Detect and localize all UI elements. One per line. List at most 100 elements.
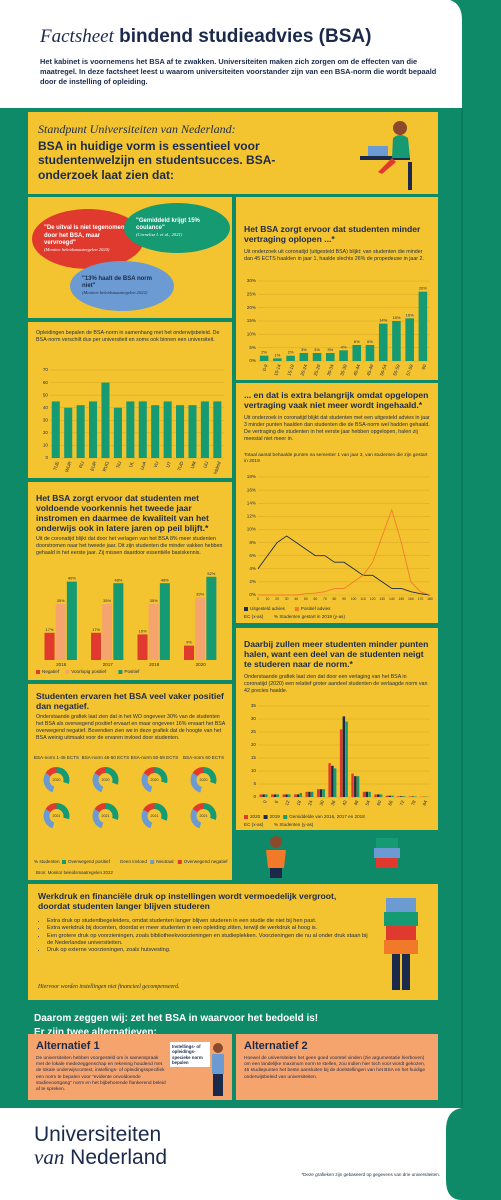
x-tick-label: 24 xyxy=(307,799,314,806)
x-tick-label: 2020 xyxy=(196,662,207,667)
voorkennis-panel: Het BSA zorgt ervoor dat studenten met v… xyxy=(28,482,232,680)
bar xyxy=(418,291,428,361)
bar xyxy=(322,789,325,797)
bar xyxy=(64,407,73,458)
legend-label: Geen invloed xyxy=(120,859,148,864)
bar xyxy=(331,765,334,797)
x-tick-label: 2018 xyxy=(149,662,160,667)
line-series xyxy=(257,535,431,596)
werkdruk-panel: Werkdruk en financiële druk op instellin… xyxy=(28,884,438,1000)
bar xyxy=(352,345,362,361)
bar xyxy=(339,350,348,361)
legend-swatch xyxy=(283,815,288,819)
value-label: 16% xyxy=(406,312,414,317)
footnote: *Deze grafieken zijn gebaseerd op gegeve… xyxy=(301,1172,440,1177)
x-tick-label: 78 xyxy=(410,799,417,806)
bar xyxy=(276,794,280,797)
y-tick-label: 8% xyxy=(249,540,256,545)
value-label: 4% xyxy=(341,344,347,349)
legend-label: Neutraal xyxy=(156,859,173,864)
bar xyxy=(151,405,160,458)
bar xyxy=(273,358,282,361)
y-tick-label: 35 xyxy=(251,703,257,708)
bar xyxy=(326,353,335,361)
donut-center-label: 2020 xyxy=(102,778,110,782)
value-label: 48% xyxy=(161,577,169,582)
y-tick-label: 6% xyxy=(249,553,256,558)
bar xyxy=(296,794,300,797)
y-tick-label: 40 xyxy=(43,405,49,410)
y-tick-label: 12% xyxy=(247,514,256,519)
axis-label: % Studenten gestart in 2019 (y-as) xyxy=(274,614,345,619)
donut-center-label: 2021 xyxy=(102,814,110,818)
y-tick-label: 18% xyxy=(247,474,256,479)
x-tick-label: 30 xyxy=(319,799,326,806)
side-strip xyxy=(446,0,501,1200)
bar xyxy=(345,721,348,797)
y-tick-label: 25% xyxy=(247,292,256,297)
bar xyxy=(354,776,357,797)
value-label: 6% xyxy=(367,339,373,344)
bar xyxy=(365,791,369,797)
x-tick-label: 80 xyxy=(333,597,337,601)
donut-segment xyxy=(94,803,106,813)
x-tick-label: 84 xyxy=(422,799,429,806)
standpunt-panel: Standpunt Universiteiten van Nederland: … xyxy=(28,112,438,194)
paragraph: Opleidingen bepalen de BSA-norm in samen… xyxy=(36,330,220,343)
value-label: 35% xyxy=(150,598,158,603)
x-tick-label: UL xyxy=(128,460,135,468)
y-tick-label: 25 xyxy=(251,729,257,734)
legend-swatch xyxy=(62,860,66,864)
legend-label: Negatief xyxy=(42,669,60,674)
donut-segment xyxy=(203,803,217,821)
legend-label: Uitgesteld advies xyxy=(250,606,286,611)
bar xyxy=(339,729,343,797)
bar xyxy=(397,796,400,797)
donut-segment xyxy=(143,767,155,777)
legend-label: 2019 xyxy=(270,814,281,819)
value-label: 35% xyxy=(57,598,65,603)
kicker: Standpunt Universiteiten van Nederland: xyxy=(38,122,236,136)
x-tick-label: 20 xyxy=(275,597,279,601)
x-tick-label: 10-14 xyxy=(273,363,282,376)
quote-bubble: "Gemiddeld krijgt 15% coulance" (Cornelis… xyxy=(124,203,230,253)
donut-segment xyxy=(52,782,69,793)
bar xyxy=(288,794,291,797)
bar xyxy=(408,796,412,797)
y-tick-label: 70 xyxy=(43,367,49,372)
line-chart: 0% 2% 4% 6% 8% 10% 12% 14% 16% 18% 0 10 20 30 40 50 60 70… xyxy=(244,474,433,619)
x-tick-label: 25-29 xyxy=(313,363,322,376)
x-tick-label: 160 xyxy=(408,597,414,601)
bar xyxy=(294,794,297,797)
x-tick-label: 60 xyxy=(376,799,383,806)
bar xyxy=(137,634,148,660)
bar xyxy=(259,794,263,797)
legend-label: Gemiddelde van 2016, 2017 en 2018 xyxy=(289,814,365,819)
panel-title: Het BSA zorgt ervoor dat studenten met v… xyxy=(36,493,209,533)
paragraph: Onderstaande grafiek laat zien dat in he… xyxy=(36,714,226,741)
x-tick-label: TUD xyxy=(177,460,185,471)
x-tick-label: 30 xyxy=(285,597,289,601)
bar xyxy=(163,401,172,458)
bar xyxy=(282,794,286,797)
legend-swatch xyxy=(244,815,248,819)
y-tick-label: 0% xyxy=(249,358,256,363)
x-tick-label: 18 xyxy=(296,799,303,806)
value-label: 39% xyxy=(196,592,204,597)
bar xyxy=(316,789,320,797)
conclusion: Daarom zeggen wij: zet het BSA in waarvo… xyxy=(34,1013,319,1038)
y-tick-label: 30 xyxy=(251,716,257,721)
donut-segment xyxy=(105,803,119,821)
bar xyxy=(184,645,195,660)
caption: Totaal aantal behaalde punten na semeste… xyxy=(244,453,428,465)
value-label: 15% xyxy=(392,315,400,320)
y-tick-label: 20 xyxy=(251,742,257,747)
y-tick-label: 10 xyxy=(251,768,257,773)
value-label: 3% xyxy=(301,347,307,352)
axis-label: EC (x-as) xyxy=(244,614,264,619)
axis-label: EC (x-as) xyxy=(244,822,264,827)
y-tick-label: 60 xyxy=(43,380,49,385)
x-tick-label: 54 xyxy=(364,799,371,806)
bar xyxy=(286,355,295,361)
y-tick-label: 20% xyxy=(247,305,256,310)
